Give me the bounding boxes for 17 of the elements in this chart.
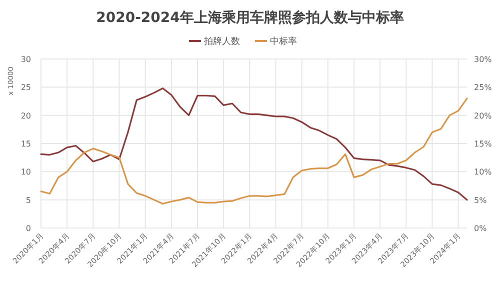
chart-title: 2020-2024年上海乘用车牌照参拍人数与中标率: [96, 9, 404, 26]
legend-label: 拍牌人数: [203, 36, 240, 47]
y-tick-label: 20: [20, 111, 31, 120]
y-tick-label: 5: [26, 196, 31, 205]
y2-tick-label: 25%: [474, 83, 492, 92]
y-tick-label: 10: [20, 168, 31, 177]
y2-tick-label: 5%: [474, 196, 488, 205]
y2-tick-label: 0%: [474, 224, 488, 233]
y-tick-label: 15: [20, 140, 31, 148]
y2-tick-label: 30%: [474, 55, 492, 64]
y-tick-label: 25: [20, 83, 31, 92]
y-tick-label: 0: [26, 224, 31, 233]
y2-tick-label: 10%: [474, 168, 492, 177]
y-tick-label: 30: [20, 55, 31, 64]
y2-tick-label: 20%: [474, 111, 492, 120]
legend-label: 中标率: [270, 36, 297, 47]
y2-tick-label: 15%: [474, 140, 492, 148]
